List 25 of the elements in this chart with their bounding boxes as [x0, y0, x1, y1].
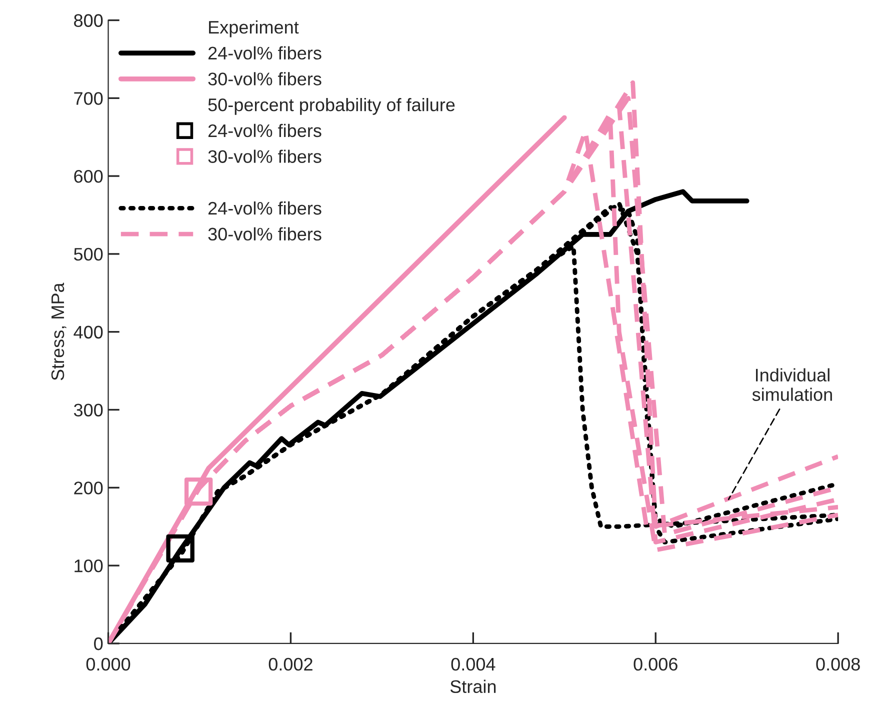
annotation: Experiment: [209, 20, 299, 38]
y-tick-label: 200: [74, 482, 103, 494]
y-tick-label: 800: [74, 14, 103, 27]
legend-label: 30-vol% fibers: [208, 72, 322, 86]
x-tick-label: 0.008: [816, 658, 860, 671]
y-tick-label: 500: [74, 248, 103, 261]
x-tick-label: 0.002: [268, 658, 312, 671]
y-tick-label: 700: [74, 92, 103, 105]
legend-label: 24-vol% fibers: [208, 124, 322, 138]
x-tick-label: 0.004: [451, 658, 496, 671]
x-tick-label: 0.000: [86, 658, 130, 671]
legend-label: 30-vol% fibers: [208, 150, 322, 163]
y-tick-label: 0: [94, 637, 103, 650]
annotation: 50-percent probability of failure: [208, 98, 455, 115]
legend-label: 24-vol% fibers: [208, 201, 322, 215]
y-tick-label: 100: [74, 560, 103, 572]
y-axis-title: Stress, MPa: [51, 282, 66, 380]
legend-label: 30-vol% fibers: [208, 227, 322, 241]
legend-label: 24-vol% fibers: [208, 46, 322, 60]
x-axis-title: Strain: [450, 680, 496, 694]
annotation: Individual simulation: [752, 368, 832, 401]
y-tick-label: 600: [74, 170, 103, 183]
y-tick-label: 400: [74, 326, 103, 339]
y-tick-label: 300: [74, 404, 103, 416]
x-tick-label: 0.006: [634, 658, 678, 671]
